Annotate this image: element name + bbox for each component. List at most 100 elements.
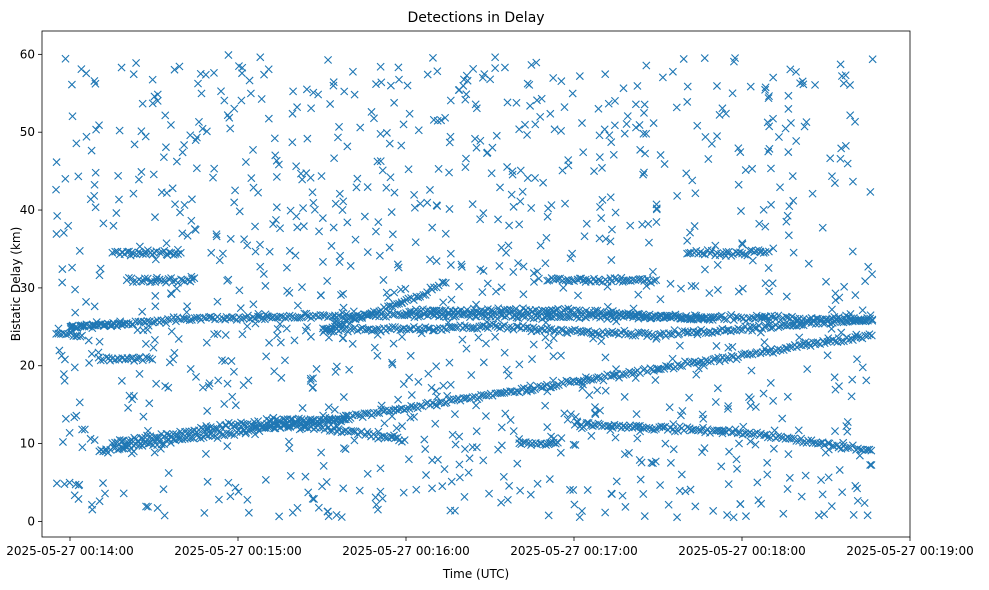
track-3-point — [554, 304, 563, 313]
noise-point — [621, 502, 630, 511]
track-12-point — [104, 320, 113, 329]
noise-point — [351, 235, 360, 244]
noise-point — [547, 432, 556, 441]
noise-point — [170, 348, 179, 357]
track-5-point — [368, 310, 377, 319]
track-8-point — [740, 250, 749, 259]
noise-point — [274, 160, 283, 169]
noise-point — [676, 284, 685, 293]
noise-point — [128, 353, 137, 362]
noise-point — [432, 362, 441, 371]
noise-point — [191, 225, 200, 234]
noise-point — [386, 81, 395, 90]
noise-point — [120, 441, 129, 450]
noise-point — [527, 204, 536, 213]
noise-point — [691, 189, 700, 198]
noise-point — [665, 403, 674, 412]
noise-point — [338, 308, 347, 317]
track-7-point — [610, 274, 619, 283]
noise-point — [711, 241, 720, 250]
track-5-point — [587, 310, 596, 319]
noise-point — [372, 500, 381, 509]
noise-point — [591, 410, 600, 419]
noise-point — [607, 489, 616, 498]
noise-point — [741, 512, 750, 521]
noise-point — [849, 510, 858, 519]
track-6-point — [823, 439, 832, 448]
noise-point — [846, 310, 855, 318]
noise-point — [507, 190, 516, 199]
track-2-point — [414, 293, 423, 302]
noise-point — [422, 471, 431, 480]
noise-point — [597, 337, 606, 346]
noise-point — [582, 219, 591, 228]
noise-point — [91, 168, 100, 177]
track-4-point — [388, 323, 397, 331]
noise-point — [363, 469, 372, 478]
noise-point — [471, 100, 480, 109]
noise-point — [749, 322, 758, 331]
noise-point — [324, 403, 333, 412]
noise-point — [733, 464, 742, 473]
noise-point — [685, 393, 694, 402]
noise-point — [403, 81, 412, 90]
noise-point — [479, 456, 488, 465]
noise-point — [784, 450, 793, 459]
noise-point — [472, 401, 481, 410]
noise-point — [124, 403, 133, 412]
noise-point — [260, 70, 269, 79]
noise-point — [183, 302, 192, 311]
noise-point — [414, 126, 423, 135]
track-6-point — [792, 436, 801, 445]
noise-point — [161, 111, 170, 120]
noise-point — [631, 373, 640, 382]
noise-point — [432, 257, 441, 266]
noise-point — [502, 365, 511, 374]
noise-point — [531, 120, 540, 129]
noise-point — [318, 482, 327, 491]
noise-point — [855, 451, 864, 460]
track-0-point — [528, 385, 537, 394]
track-8-point — [686, 248, 695, 257]
track-5-point — [254, 312, 262, 321]
track-4-point — [692, 328, 701, 337]
noise-point — [326, 99, 335, 108]
track-13-point — [69, 332, 78, 341]
noise-point — [376, 464, 385, 473]
noise-point — [394, 395, 403, 404]
noise-point — [774, 133, 783, 141]
noise-point — [596, 203, 605, 211]
noise-point — [306, 332, 315, 341]
noise-point — [623, 112, 632, 121]
track-1-point — [169, 429, 178, 438]
track-5-point — [206, 312, 215, 321]
noise-point — [336, 291, 345, 299]
noise-point — [157, 188, 166, 197]
noise-point — [427, 383, 436, 392]
noise-point — [234, 487, 243, 496]
track-5-point — [598, 311, 607, 320]
noise-point — [338, 206, 347, 214]
noise-point — [404, 165, 413, 174]
noise-point — [734, 180, 743, 189]
noise-point — [309, 383, 318, 392]
noise-point — [622, 120, 631, 128]
track-7-point — [554, 274, 563, 283]
noise-point — [382, 128, 391, 137]
noise-point — [713, 132, 722, 141]
noise-point — [678, 406, 687, 415]
track-5-point — [185, 316, 194, 325]
noise-point — [256, 240, 264, 249]
noise-point — [532, 58, 541, 67]
noise-point — [217, 87, 225, 96]
track-7-point — [652, 276, 661, 285]
track-1-point — [236, 418, 245, 427]
noise-point — [549, 74, 558, 82]
noise-point — [557, 77, 566, 86]
noise-point — [601, 508, 610, 517]
noise-point — [151, 302, 160, 311]
track-5-point — [239, 314, 248, 323]
noise-point — [301, 326, 310, 335]
noise-point — [712, 81, 721, 90]
noise-point — [411, 238, 420, 247]
